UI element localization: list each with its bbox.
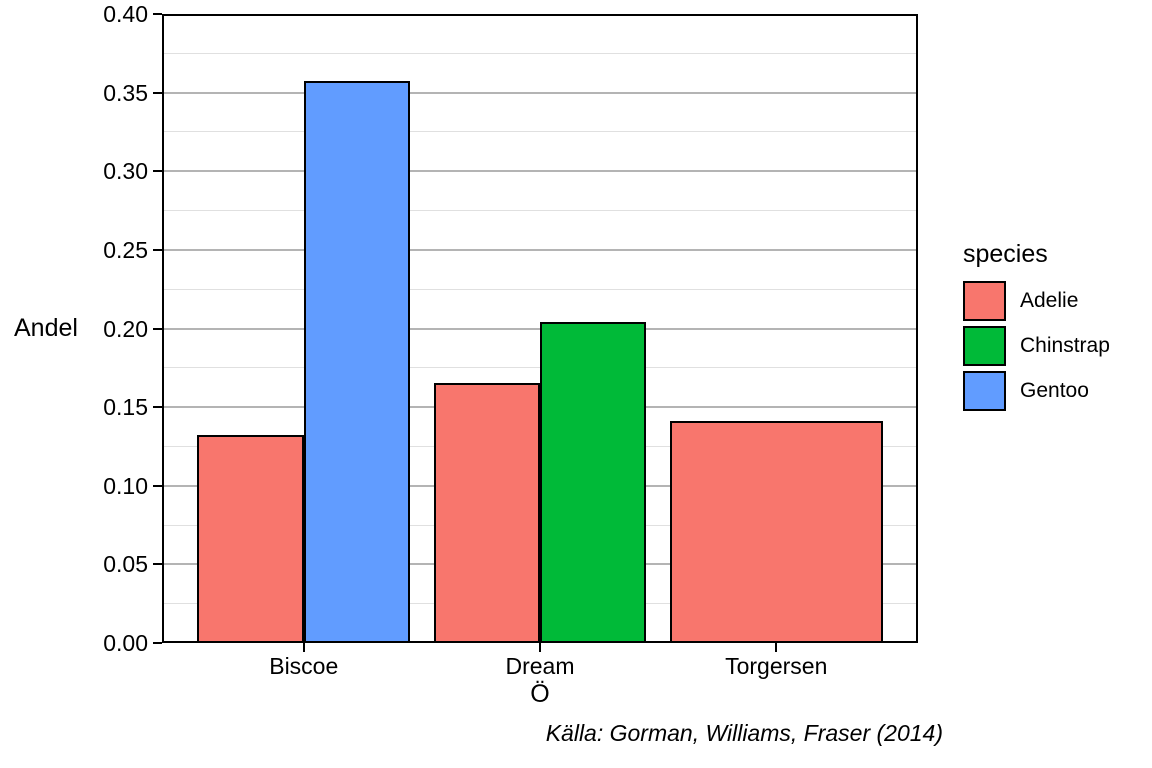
legend-item-label: Chinstrap xyxy=(1020,334,1110,357)
bar-chinstrap-dream xyxy=(540,321,647,643)
x-tick-label: Torgersen xyxy=(725,653,828,679)
gridline-minor xyxy=(162,131,918,133)
bar-adelie-biscoe xyxy=(197,435,304,643)
y-tick-label: 0.25 xyxy=(103,236,148,263)
legend-item-label: Adelie xyxy=(1020,289,1079,312)
legend-item-gentoo: Gentoo xyxy=(963,371,1110,411)
plot-panel xyxy=(162,14,918,643)
x-tick-label: Biscoe xyxy=(269,653,339,679)
y-tick xyxy=(153,642,162,644)
legend-key-swatch xyxy=(963,371,1006,411)
legend-key-swatch xyxy=(963,326,1006,366)
y-tick xyxy=(153,170,162,173)
y-tick-label: 0.20 xyxy=(103,315,148,342)
bar-gentoo-biscoe xyxy=(303,81,411,643)
y-tick-label: 0.35 xyxy=(103,79,148,106)
y-tick-label: 0.15 xyxy=(103,394,148,421)
legend-item-label: Gentoo xyxy=(1020,379,1089,402)
y-tick xyxy=(153,327,162,330)
gridline-minor xyxy=(162,288,918,290)
legend-title: species xyxy=(963,240,1048,268)
y-tick xyxy=(153,13,162,15)
y-tick-label: 0.40 xyxy=(103,1,148,27)
gridline-major xyxy=(162,248,918,251)
bar-adelie-torgersen xyxy=(669,421,883,643)
legend-key-swatch xyxy=(963,281,1006,321)
y-tick-label: 0.00 xyxy=(103,630,148,656)
legend-item-chinstrap: Chinstrap xyxy=(963,326,1110,366)
x-axis-title: Ö xyxy=(530,680,550,708)
x-tick xyxy=(302,643,305,652)
x-tick xyxy=(539,643,541,652)
y-tick-label: 0.30 xyxy=(103,158,148,185)
y-tick xyxy=(153,484,162,487)
gridline-major xyxy=(162,91,918,94)
bar-adelie-dream xyxy=(433,383,540,643)
x-tick-label: Dream xyxy=(505,653,575,679)
caption: Källa: Gorman, Williams, Fraser (2014) xyxy=(545,720,943,746)
legend: species Adelie Chinstrap Gentoo xyxy=(963,240,1110,416)
y-tick xyxy=(153,563,162,566)
gridline-minor xyxy=(162,52,918,54)
y-tick xyxy=(153,248,162,251)
x-tick xyxy=(775,643,778,652)
y-tick xyxy=(153,91,162,94)
y-axis-title: Andel xyxy=(14,314,78,342)
y-tick-label: 0.05 xyxy=(103,551,148,578)
gridline-major xyxy=(162,170,918,173)
legend-item-adelie: Adelie xyxy=(963,281,1110,321)
y-tick-label: 0.10 xyxy=(103,472,148,499)
gridline-minor xyxy=(162,210,918,212)
y-tick xyxy=(153,406,162,409)
